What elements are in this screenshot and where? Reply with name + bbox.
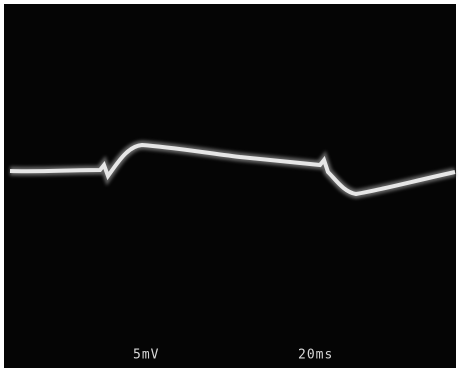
oscilloscope-screen: 5mV 20ms — [0, 0, 460, 372]
vertical-scale-label: 5mV — [133, 348, 159, 363]
time-scale-label: 20ms — [298, 348, 333, 363]
